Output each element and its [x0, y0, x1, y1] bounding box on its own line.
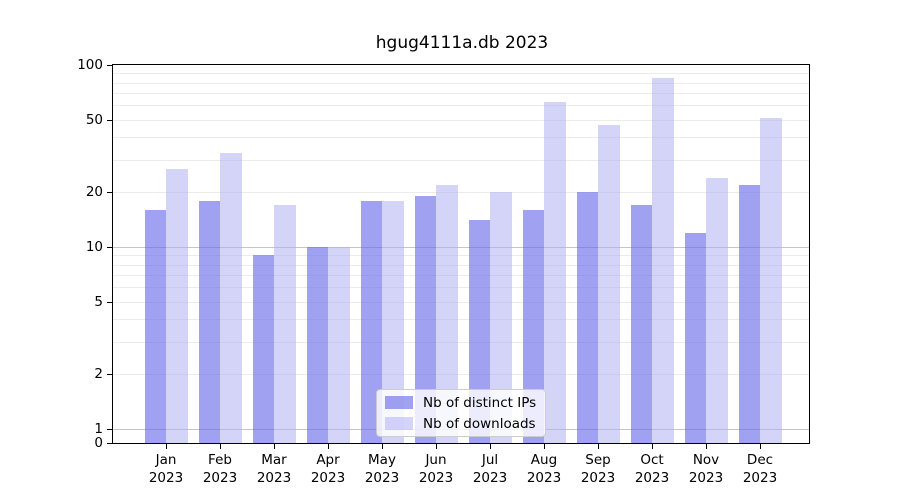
bar-distinct-ips-dec	[738, 184, 760, 443]
gridline-3	[113, 342, 809, 344]
gridline-10	[113, 247, 809, 248]
x-tick-label-sep: Sep 2023	[580, 452, 616, 486]
x-tick-mark-feb	[220, 444, 221, 449]
x-tick-label-aug: Aug 2023	[526, 452, 562, 486]
bar-downloads-jun	[436, 184, 458, 443]
gridline-80	[113, 82, 809, 84]
y-tick-mark-1	[107, 429, 112, 430]
y-tick-mark-2	[107, 374, 112, 376]
bar-downloads-jul	[490, 192, 512, 443]
gridline-6	[113, 287, 809, 289]
x-tick-label-nov: Nov 2023	[688, 452, 724, 486]
bar-downloads-aug	[544, 101, 566, 443]
gridline-8	[113, 264, 809, 266]
y-tick-label-5: 5	[94, 293, 103, 310]
bar-distinct-ips-oct	[630, 205, 652, 443]
x-tick-label-oct: Oct 2023	[634, 452, 670, 486]
y-tick-label-10: 10	[85, 239, 103, 255]
y-tick-label-100: 100	[77, 57, 103, 73]
x-tick-label-jun: Jun 2023	[418, 452, 454, 486]
x-tick-mark-dec	[760, 444, 761, 449]
bar-distinct-ips-sep	[576, 192, 598, 443]
x-tick-mark-mar	[274, 444, 275, 449]
x-tick-label-dec: Dec 2023	[742, 452, 778, 486]
plot-area: Nb of distinct IPs Nb of downloads	[112, 64, 810, 444]
gridline-2	[113, 374, 809, 376]
legend-label-downloads: Nb of downloads	[423, 415, 536, 432]
bar-distinct-ips-mar	[252, 255, 274, 443]
gridline-7	[113, 275, 809, 277]
x-tick-mark-oct	[652, 444, 653, 449]
bar-downloads-feb	[220, 152, 242, 443]
x-tick-label-jan: Jan 2023	[148, 452, 184, 486]
y-tick-mark-5	[107, 301, 112, 303]
y-tick-label-50: 50	[85, 111, 103, 128]
y-tick-label-0: 0	[94, 435, 103, 451]
x-tick-label-jul: Jul 2023	[472, 452, 508, 486]
bar-distinct-ips-aug	[522, 209, 544, 443]
x-tick-mark-sep	[598, 444, 599, 449]
y-tick-mark-100	[107, 65, 112, 66]
gridline-60	[113, 105, 809, 107]
x-tick-mark-may	[382, 444, 383, 449]
x-tick-label-feb: Feb 2023	[202, 452, 238, 486]
x-tick-label-may: May 2023	[364, 452, 400, 486]
bar-distinct-ips-nov	[684, 232, 706, 443]
y-tick-mark-20	[107, 192, 112, 194]
legend: Nb of distinct IPs Nb of downloads	[376, 389, 546, 437]
bar-downloads-jan	[166, 168, 188, 443]
bar-downloads-apr	[328, 247, 350, 443]
bar-downloads-sep	[598, 124, 620, 443]
legend-item-downloads: Nb of downloads	[385, 416, 545, 432]
y-tick-mark-0	[107, 443, 112, 444]
legend-item-distinct-ips: Nb of distinct IPs	[385, 395, 545, 411]
bar-distinct-ips-jun	[414, 196, 436, 443]
gridline-20	[113, 192, 809, 194]
gridline-30	[113, 160, 809, 162]
x-tick-mark-jul	[490, 444, 491, 449]
chart-title: hgug4111a.db 2023	[375, 33, 549, 53]
gridline-4	[113, 319, 809, 321]
x-tick-mark-jun	[436, 444, 437, 449]
x-tick-label-apr: Apr 2023	[310, 452, 346, 486]
y-tick-mark-10	[107, 247, 112, 248]
y-tick-label-1: 1	[94, 421, 103, 437]
legend-swatch-downloads-icon	[385, 417, 413, 430]
x-tick-mark-nov	[706, 444, 707, 449]
x-tick-mark-apr	[328, 444, 329, 449]
bar-downloads-dec	[760, 118, 782, 443]
y-tick-label-2: 2	[94, 366, 103, 383]
gridline-40	[113, 137, 809, 139]
x-tick-mark-jan	[166, 444, 167, 449]
legend-label-distinct-ips: Nb of distinct IPs	[423, 394, 537, 411]
bar-distinct-ips-jan	[144, 209, 166, 443]
legend-swatch-distinct-ips-icon	[385, 396, 413, 409]
gridline-90	[113, 73, 809, 75]
x-tick-mark-aug	[544, 444, 545, 449]
gridline-9	[113, 255, 809, 257]
bar-distinct-ips-jul	[468, 220, 490, 443]
x-tick-label-mar: Mar 2023	[256, 452, 292, 486]
bar-distinct-ips-may	[360, 200, 382, 443]
gridline-50	[113, 119, 809, 121]
bar-downloads-mar	[274, 205, 296, 443]
gridline-5	[113, 301, 809, 303]
y-tick-label-20: 20	[85, 184, 103, 201]
bar-downloads-nov	[706, 177, 728, 443]
bar-distinct-ips-apr	[306, 247, 328, 443]
bar-distinct-ips-feb	[198, 200, 220, 443]
gridline-70	[113, 93, 809, 95]
bar-downloads-may	[382, 200, 404, 443]
bar-downloads-oct	[652, 77, 674, 443]
y-tick-mark-50	[107, 119, 112, 121]
